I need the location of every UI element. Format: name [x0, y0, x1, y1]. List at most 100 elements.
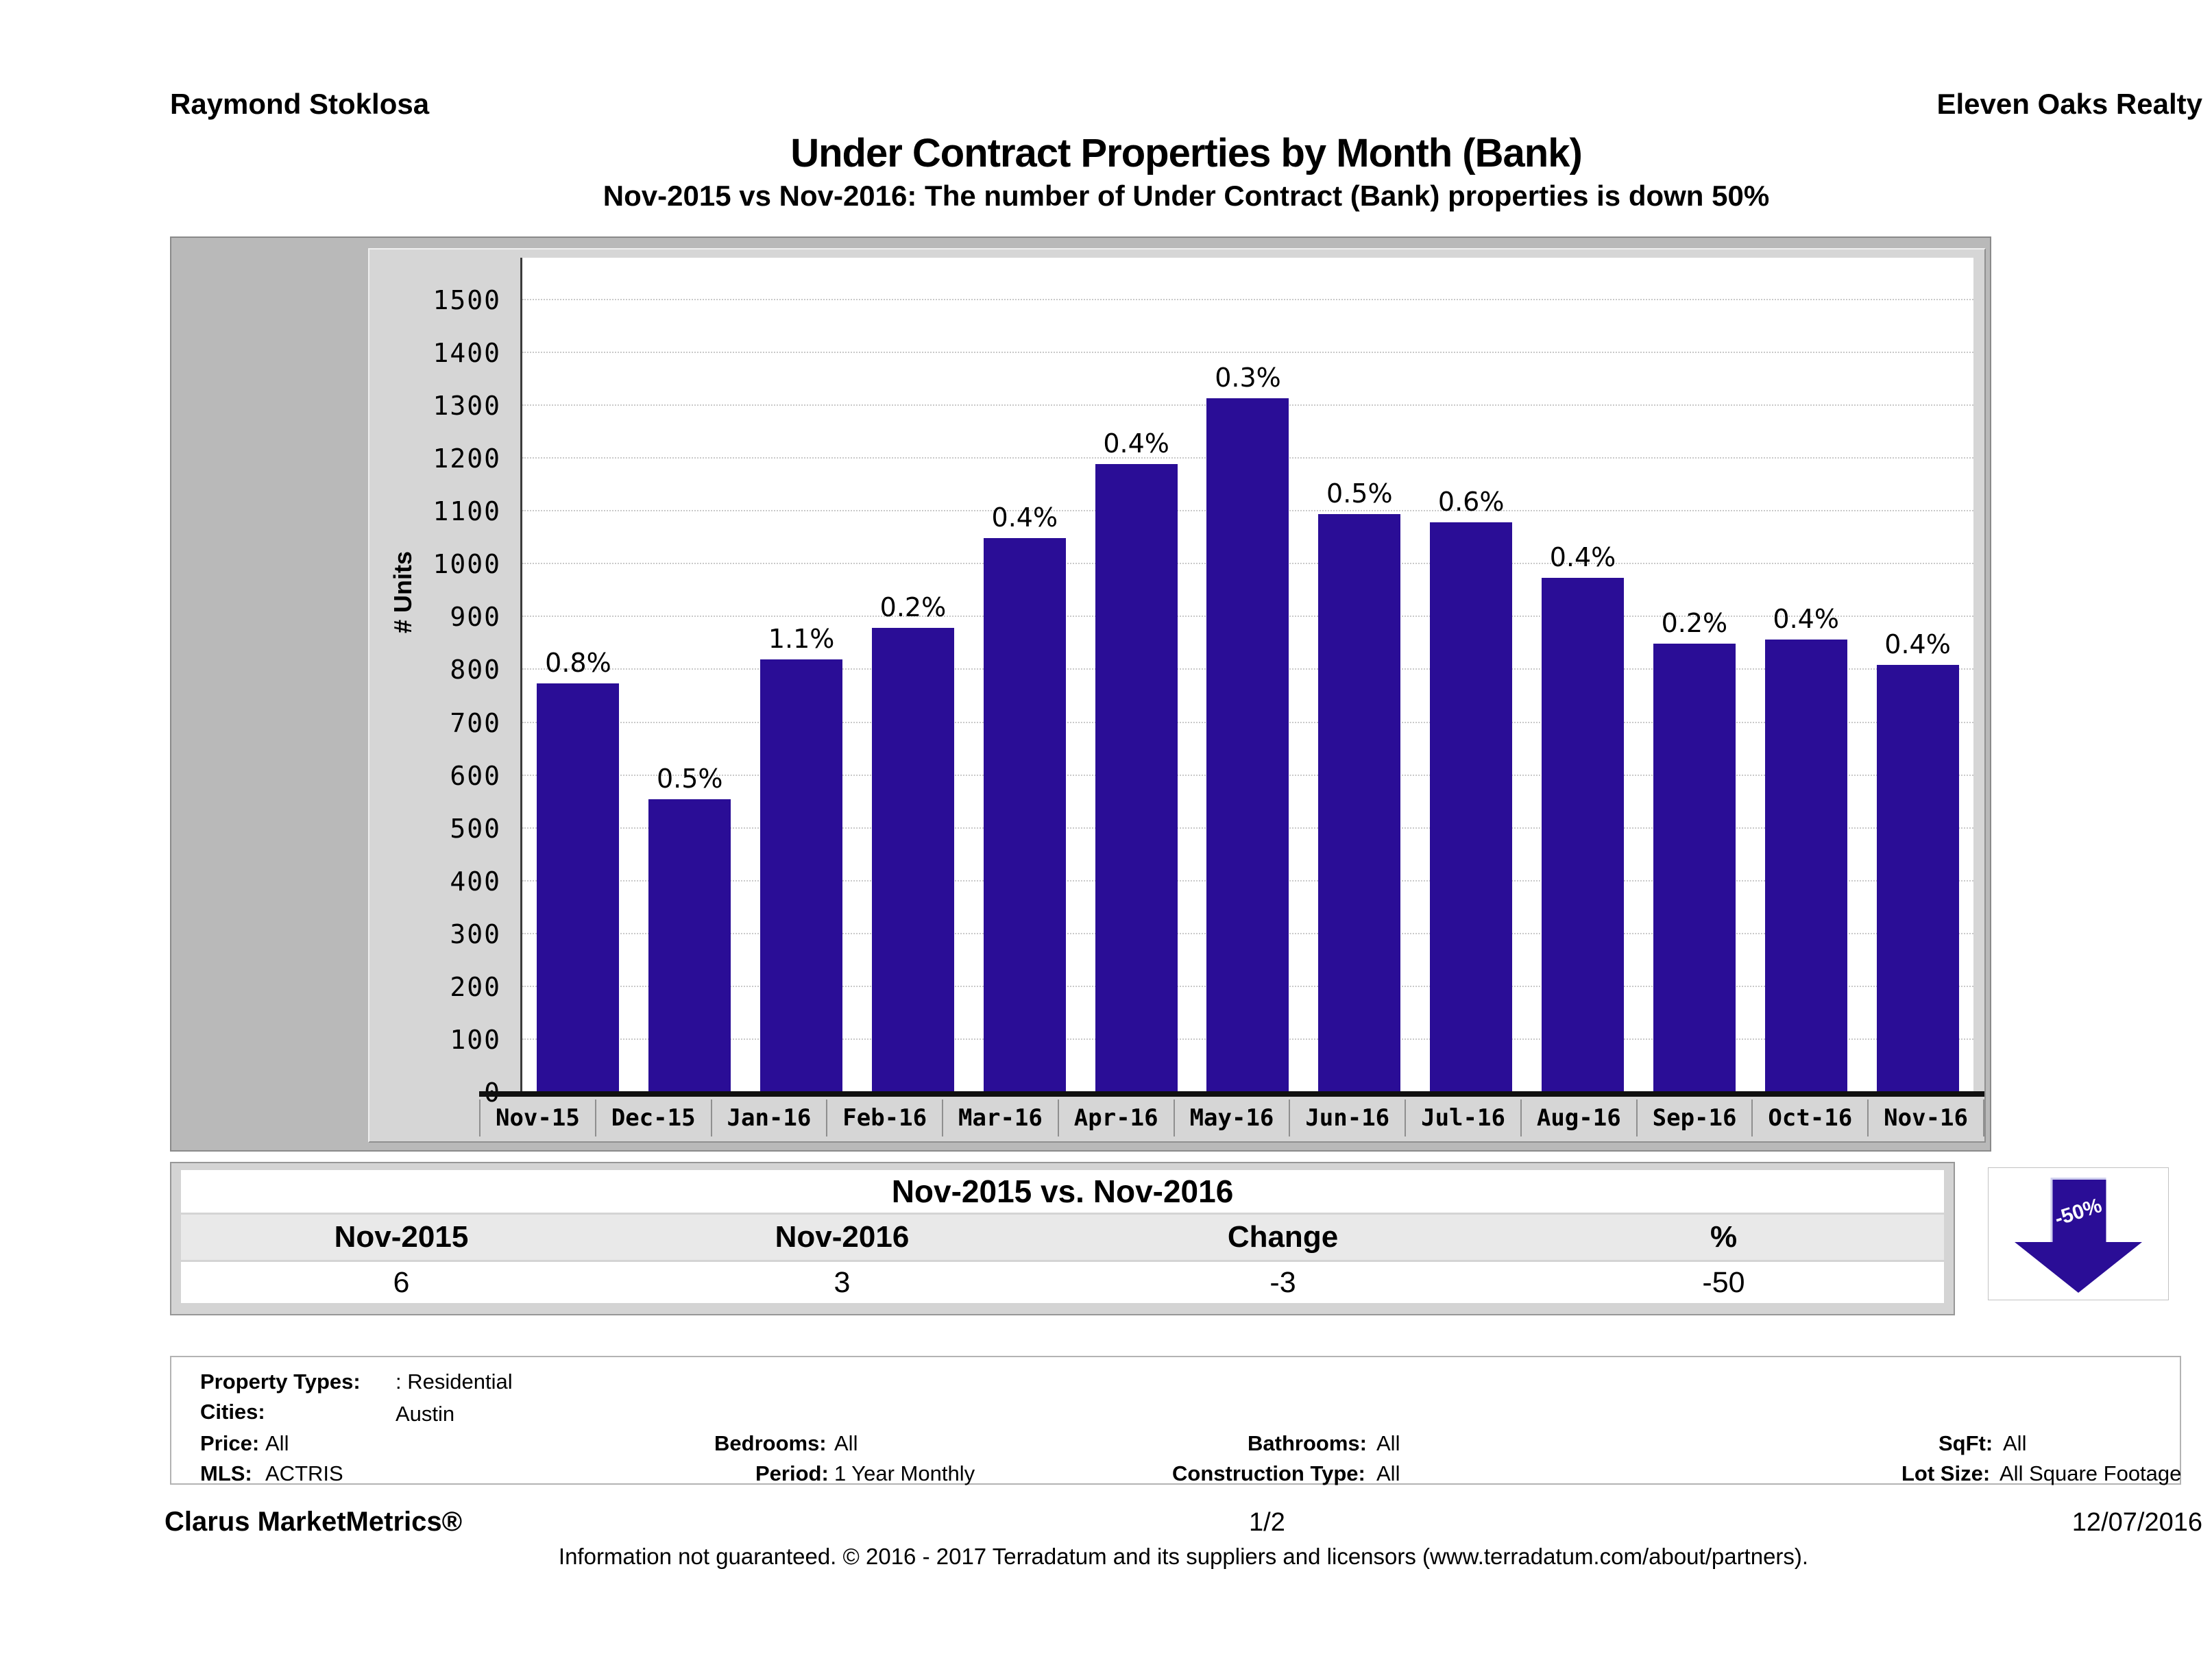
- comparison-title: Nov-2015 vs. Nov-2016: [181, 1170, 1944, 1213]
- bar-Jul-16: [1430, 522, 1513, 1093]
- chart-title: Under Contract Properties by Month (Bank…: [790, 131, 1583, 175]
- bar-value-label: 0.2%: [879, 592, 947, 622]
- lot-size-value: All Square Footage: [2000, 1461, 2182, 1485]
- bathrooms-label: Bathrooms:: [1248, 1431, 1367, 1455]
- comparison-value-nov2015: 6: [393, 1265, 410, 1299]
- y-tick-label: 500: [450, 813, 501, 844]
- bar-Nov-15: [537, 683, 620, 1093]
- bar-slot: 0.4%: [1862, 258, 1973, 1093]
- bar-Apr-16: [1095, 464, 1178, 1093]
- bar-slot: 0.5%: [634, 258, 746, 1093]
- bar-value-label: 0.5%: [1326, 478, 1393, 509]
- price-label: Price:: [200, 1431, 260, 1455]
- x-tick-label: Oct-16: [1751, 1099, 1867, 1136]
- bedrooms-value: All: [834, 1431, 858, 1455]
- filters-box: Property Types: : Residential Cities: Au…: [170, 1356, 2181, 1485]
- y-tick-label: 1400: [433, 338, 501, 369]
- y-tick-label: 1300: [433, 391, 501, 422]
- bar-value-label: 0.3%: [1215, 363, 1281, 393]
- cities-value: Austin: [396, 1402, 455, 1426]
- bar-Jan-16: [760, 659, 843, 1093]
- bar-Dec-15: [648, 799, 731, 1093]
- x-tick-label: Dec-15: [594, 1099, 711, 1136]
- y-tick-label: 300: [450, 919, 501, 949]
- y-tick-label: 400: [450, 866, 501, 897]
- agent-name: Raymond Stoklosa: [170, 88, 430, 120]
- y-tick-label: 1200: [433, 443, 501, 474]
- trend-arrow-box: -50%: [1988, 1167, 2169, 1300]
- construction-type-value: All: [1376, 1461, 1400, 1485]
- down-arrow-icon: [2050, 1178, 2106, 1244]
- comparison-value-change: -3: [1269, 1265, 1296, 1299]
- y-tick-label: 600: [450, 760, 501, 791]
- bar-slot: 1.1%: [746, 258, 858, 1093]
- lot-size-label: Lot Size:: [1901, 1461, 1991, 1485]
- cities-label: Cities:: [200, 1400, 265, 1424]
- x-tick-label: May-16: [1173, 1099, 1289, 1136]
- x-tick-label: Feb-16: [826, 1099, 942, 1136]
- bar-slot: 0.4%: [1080, 258, 1192, 1093]
- bar-value-label: 0.4%: [1103, 428, 1169, 459]
- bar-value-label: 0.4%: [1773, 604, 1839, 634]
- comparison-header-change: Change: [1227, 1220, 1339, 1254]
- bar-Aug-16: [1542, 578, 1625, 1093]
- y-tick-label: 1500: [433, 285, 501, 315]
- bar-slot: 0.4%: [1527, 258, 1639, 1093]
- x-tick-label: Sep-16: [1636, 1099, 1752, 1136]
- x-tick-label: Nov-16: [1867, 1099, 1984, 1136]
- bar-value-label: 1.1%: [768, 624, 835, 654]
- down-arrow-head-icon: [2015, 1242, 2142, 1293]
- comparison-header-percent: %: [1710, 1220, 1738, 1254]
- bar-May-16: [1206, 398, 1289, 1093]
- x-axis-labels: Nov-15 Dec-15 Jan-16 Feb-16 Mar-16 Apr-16 May-…: [479, 1099, 1984, 1136]
- property-types-label: Property Types:: [200, 1370, 361, 1394]
- x-tick-label: Jun-16: [1289, 1099, 1405, 1136]
- y-axis-labels: 0100200300400500600700800900100011001200…: [369, 258, 507, 1108]
- bar-value-label: 0.2%: [1661, 608, 1728, 638]
- gridline: [522, 299, 1973, 300]
- x-tick-label: Nov-15: [479, 1099, 595, 1136]
- comparison-header-nov2015: Nov-2015: [334, 1220, 469, 1254]
- y-tick-label: 900: [450, 602, 501, 633]
- y-tick-label: 1100: [433, 496, 501, 527]
- bar-slot: 0.2%: [858, 258, 969, 1093]
- x-tick-label: Mar-16: [942, 1099, 1058, 1136]
- comparison-header-nov2016: Nov-2016: [775, 1220, 910, 1254]
- bar-slot: 0.6%: [1415, 258, 1527, 1093]
- bar-Feb-16: [871, 628, 954, 1093]
- y-tick-label: 700: [450, 707, 501, 738]
- bar-value-label: 0.4%: [1549, 542, 1616, 572]
- bar-slot: 0.2%: [1638, 258, 1750, 1093]
- comparison-value-percent: -50: [1702, 1265, 1745, 1299]
- footer: Clarus MarketMetrics® 1/2 12/07/2016: [165, 1507, 2202, 1537]
- y-tick-label: 100: [450, 1024, 501, 1055]
- bar-slot: 0.8%: [522, 258, 634, 1093]
- comparison-value-row: 6 3 -3 -50: [181, 1262, 1944, 1303]
- plot-area: 0.8% 0.5% 1.1% 0.2% 0.4% 0.4% 0.3% 0.5% 0.6% 0.4%…: [520, 258, 1973, 1093]
- comparison-header-row: Nov-2015 Nov-2016 Change %: [181, 1215, 1944, 1260]
- footer-date: 12/07/2016: [2071, 1508, 2202, 1537]
- bar-slot: 0.5%: [1304, 258, 1415, 1093]
- bar-Oct-16: [1764, 640, 1847, 1093]
- period-label: Period:: [755, 1461, 829, 1485]
- bar-value-label: 0.8%: [545, 648, 611, 678]
- x-tick-label: Aug-16: [1520, 1099, 1636, 1136]
- period-value: 1 Year Monthly: [834, 1461, 975, 1485]
- bar-Sep-16: [1653, 644, 1736, 1093]
- mls-label: MLS:: [200, 1461, 252, 1485]
- sqft-value: All: [2003, 1431, 2027, 1455]
- bar-Mar-16: [983, 538, 1066, 1093]
- chart-widget: # Units 01002003004005006007008009001000…: [170, 236, 1991, 1152]
- x-tick-label: Jan-16: [710, 1099, 827, 1136]
- y-tick-label: 800: [450, 655, 501, 685]
- footer-disclaimer: Information not guaranteed. © 2016 - 201…: [558, 1544, 1809, 1569]
- bar-value-label: 0.6%: [1437, 487, 1505, 517]
- x-axis-line: [479, 1091, 1984, 1097]
- price-value: All: [265, 1431, 289, 1455]
- header: Raymond Stoklosa Eleven Oaks Realty: [170, 88, 2202, 121]
- bars-container: 0.8% 0.5% 1.1% 0.2% 0.4% 0.4% 0.3% 0.5% 0.6% 0.4%…: [522, 258, 1973, 1093]
- bar-Jun-16: [1318, 514, 1401, 1093]
- mls-value: ACTRIS: [265, 1461, 343, 1485]
- chart-subtitle: Nov-2015 vs Nov-2016: The number of Unde…: [603, 180, 1770, 212]
